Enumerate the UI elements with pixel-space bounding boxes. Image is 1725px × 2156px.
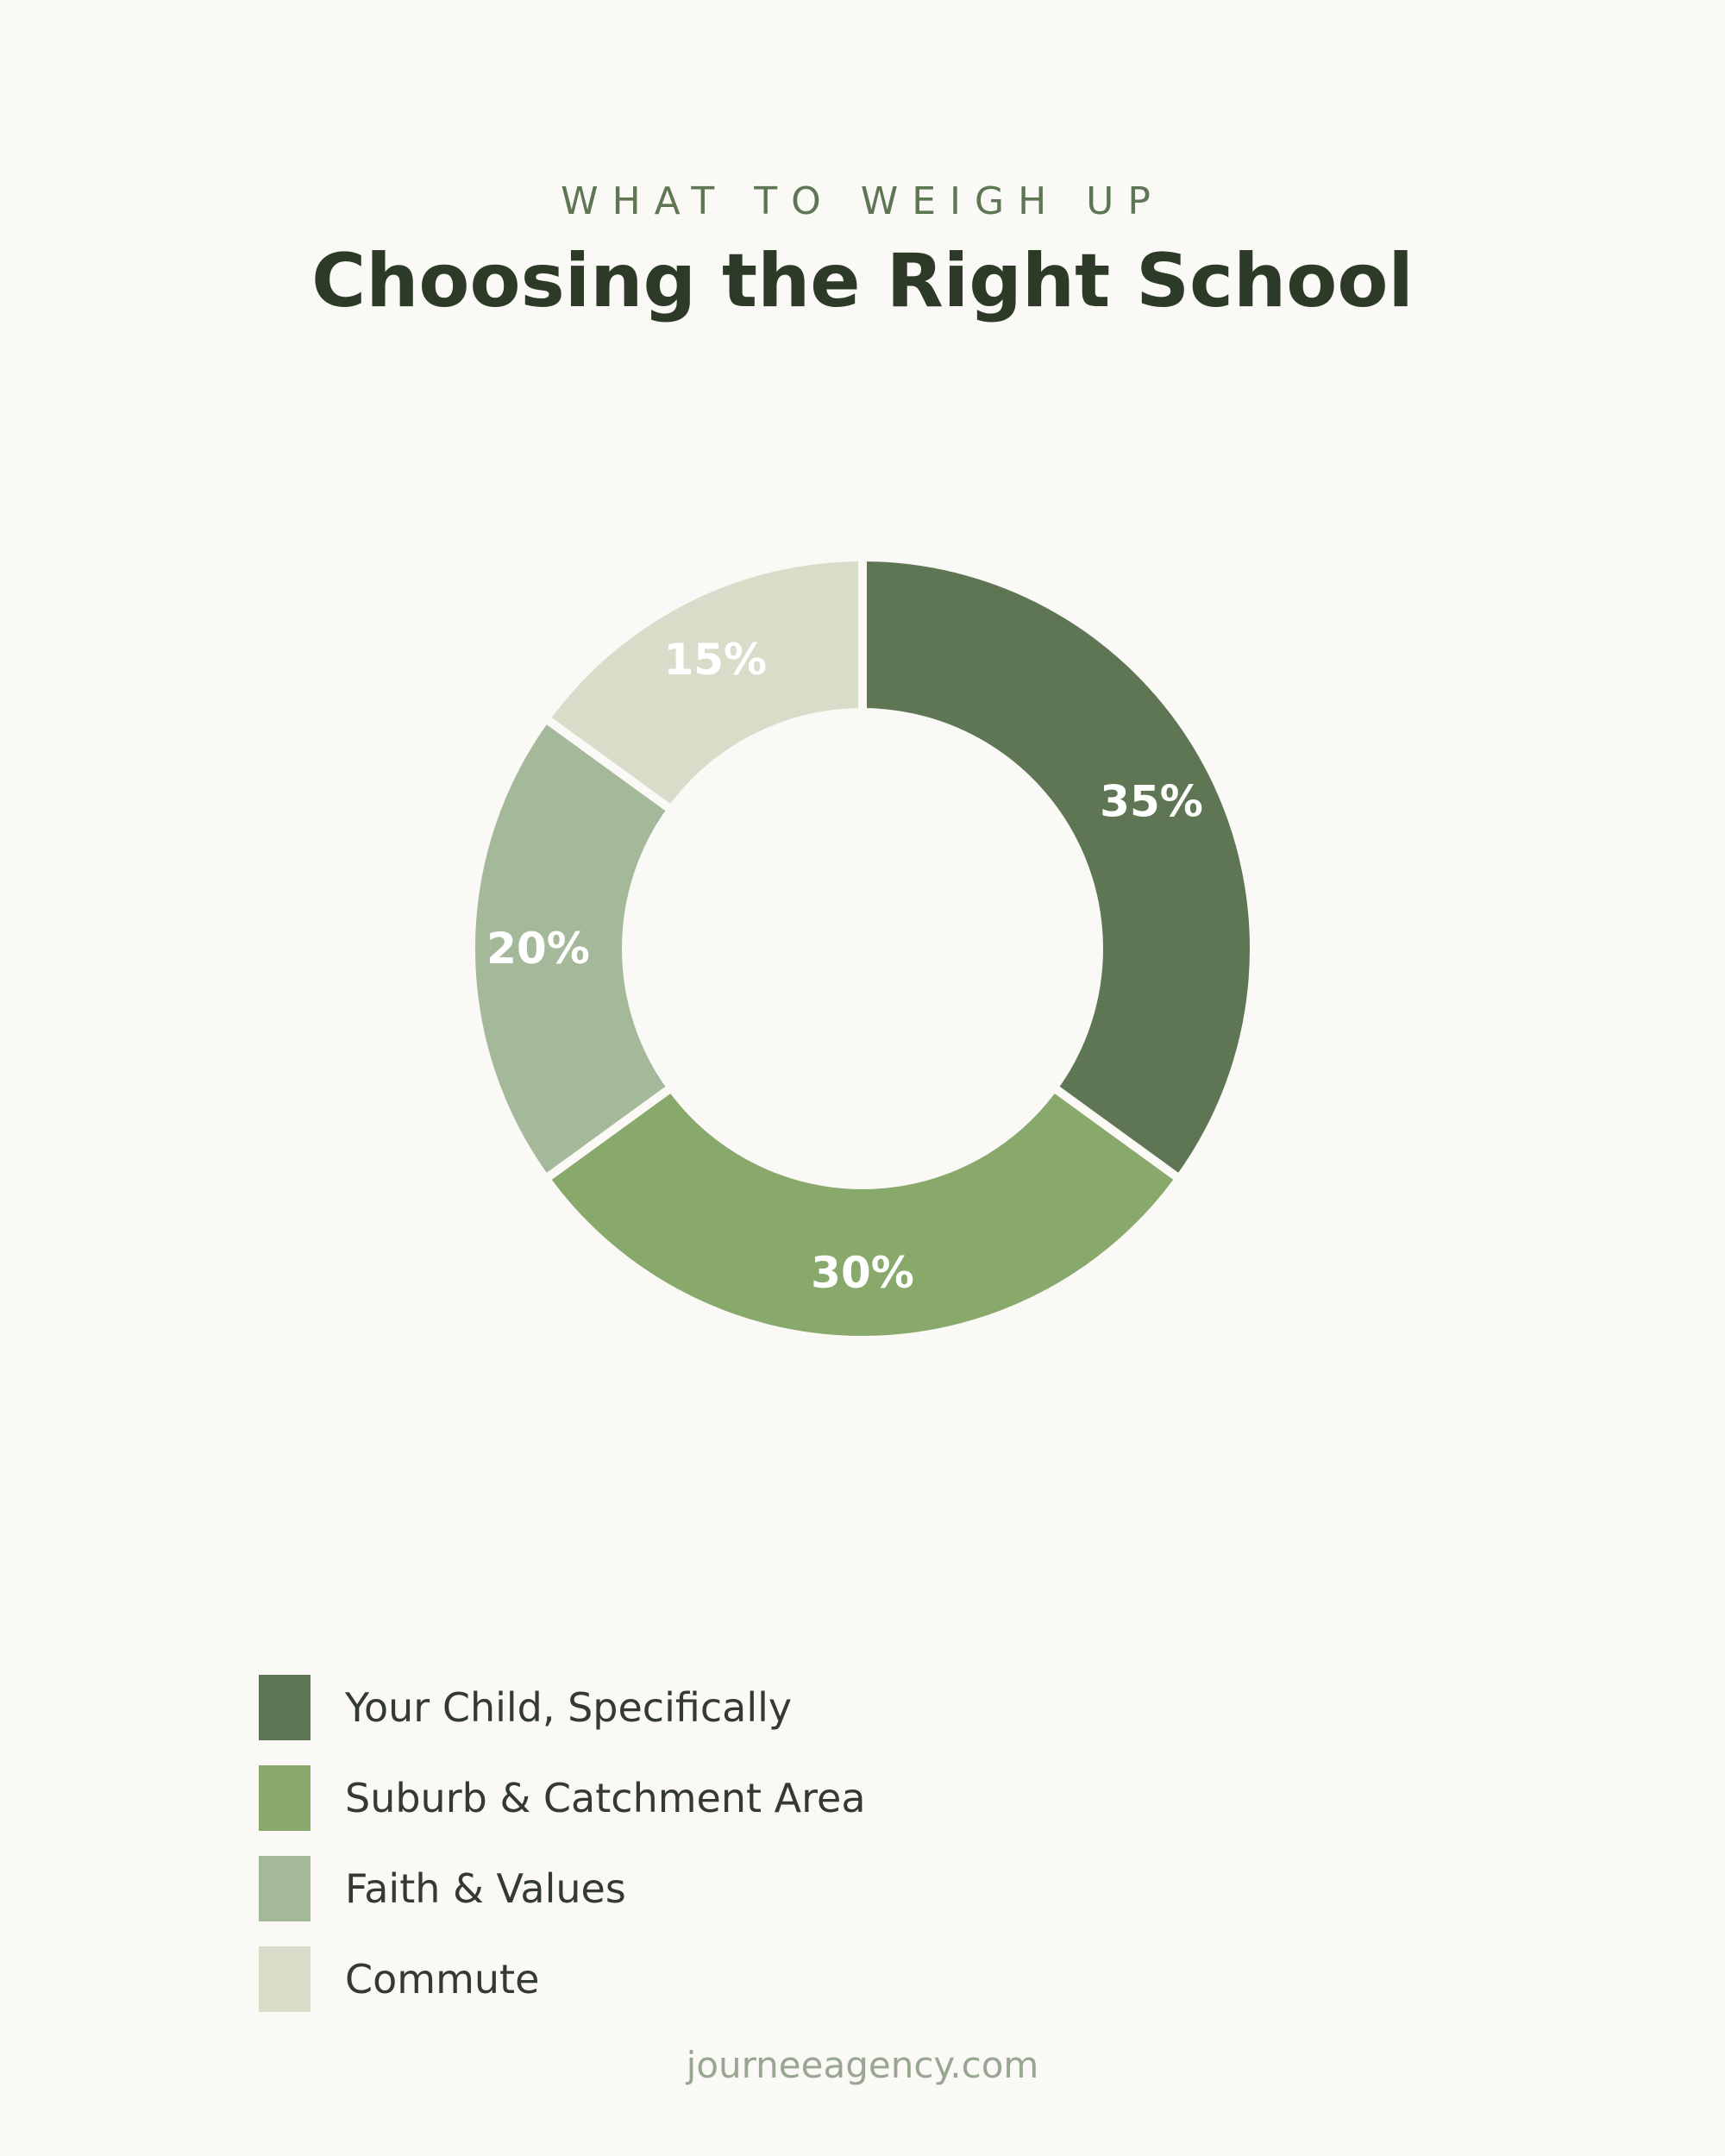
donut-slice-1 [539, 1081, 1186, 1344]
legend-label: Faith & Values [345, 1865, 626, 1912]
donut-slice-labels: 35% 30% 20% 15% [486, 635, 1203, 1298]
legend-swatch [259, 1946, 310, 2012]
legend-item: Commute [259, 1946, 866, 2012]
legend-item: Your Child, Specifically [259, 1675, 866, 1740]
legend-swatch [259, 1675, 310, 1740]
slice-percent-label: 35% [1100, 776, 1203, 826]
slice-percent-label: 15% [663, 635, 767, 685]
donut-slices [467, 552, 1258, 1344]
donut-slice-3 [539, 552, 867, 816]
slice-percent-label: 20% [486, 924, 590, 974]
donut-slice-0 [858, 552, 1258, 1185]
footer-url: journeeagency.com [686, 2044, 1039, 2086]
legend-label: Your Child, Specifically [345, 1684, 793, 1731]
chart-eyebrow: WHAT TO WEIGH UP [561, 179, 1164, 223]
chart-title: Choosing the Right School [311, 238, 1414, 324]
legend-item: Faith & Values [259, 1856, 866, 1921]
legend-label: Suburb & Catchment Area [345, 1775, 866, 1821]
donut-chart: 35% 30% 20% 15% [467, 552, 1258, 1344]
chart-legend: Your Child, Specifically Suburb & Catchme… [259, 1675, 866, 2037]
donut-slice-2 [467, 712, 678, 1185]
legend-swatch [259, 1765, 310, 1831]
legend-label: Commute [345, 1956, 540, 2002]
legend-swatch [259, 1856, 310, 1921]
slice-percent-label: 30% [811, 1248, 914, 1298]
legend-item: Suburb & Catchment Area [259, 1765, 866, 1831]
